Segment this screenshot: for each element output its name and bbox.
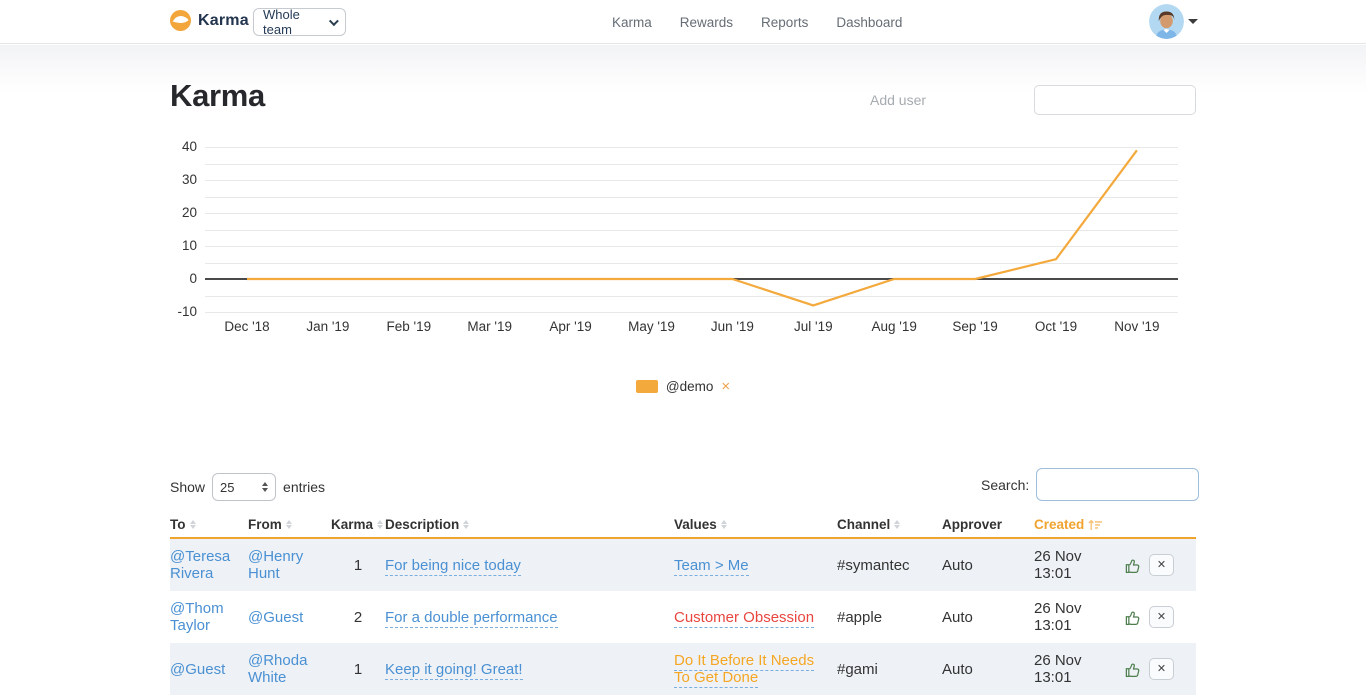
sort-icon xyxy=(285,520,292,529)
table-row: @Thom Taylor @Guest 2 For a double perfo… xyxy=(170,591,1196,643)
created-value: 26 Nov 13:01 xyxy=(1034,548,1082,582)
description-link[interactable]: For a double performance xyxy=(385,608,558,628)
table-row: @Guest @Rhoda White 1 Keep it going! Gre… xyxy=(170,643,1196,695)
add-user-label: Add user xyxy=(870,92,927,108)
brand[interactable]: Karma xyxy=(170,10,249,31)
search-label: Search: xyxy=(981,476,1030,493)
values-link[interactable]: Team > Me xyxy=(674,556,749,576)
main-nav: Karma Rewards Reports Dashboard xyxy=(612,0,902,44)
from-user-link[interactable]: @Guest xyxy=(248,608,304,626)
column-header-karma[interactable]: Karma xyxy=(331,517,385,532)
top-navbar: Karma Whole team Karma Rewards Reports D… xyxy=(0,0,1366,44)
karma-table: To From Karma Description Values Channel xyxy=(170,516,1196,695)
channel-value: #gami xyxy=(837,660,878,678)
table-row: @Teresa Rivera @Henry Hunt 1 For being n… xyxy=(170,539,1196,591)
add-user-input[interactable] xyxy=(1034,85,1196,115)
show-label: Show xyxy=(170,479,206,495)
caret-down-icon xyxy=(1188,19,1198,24)
chart-plot xyxy=(205,140,1178,320)
approver-value: Auto xyxy=(942,608,973,626)
table-header-row: To From Karma Description Values Channel xyxy=(170,516,1196,539)
karma-logo-icon xyxy=(170,10,191,31)
team-selector-value: Whole team xyxy=(263,7,300,37)
to-user-link[interactable]: @Thom Taylor xyxy=(170,600,224,634)
thumbs-up-icon[interactable] xyxy=(1124,660,1143,679)
column-header-created[interactable]: Created xyxy=(1034,517,1124,532)
column-header-description[interactable]: Description xyxy=(385,517,674,532)
remove-row-button[interactable]: ✕ xyxy=(1149,658,1174,680)
chart-y-axis: 40 30 20 10 0 -10 xyxy=(177,139,197,319)
stepper-arrows-icon xyxy=(262,482,269,492)
legend-series-label[interactable]: @demo xyxy=(665,379,714,394)
approver-value: Auto xyxy=(942,556,973,574)
search-input[interactable] xyxy=(1036,468,1200,501)
nav-link-rewards[interactable]: Rewards xyxy=(679,14,734,30)
from-user-link[interactable]: @Rhoda White xyxy=(248,652,308,686)
thumbs-up-icon[interactable] xyxy=(1124,556,1143,575)
channel-value: #symantec xyxy=(837,556,910,574)
nav-link-reports[interactable]: Reports xyxy=(761,14,809,30)
description-link[interactable]: Keep it going! Great! xyxy=(385,660,523,680)
to-user-link[interactable]: @Teresa Rivera xyxy=(170,548,231,582)
to-user-link[interactable]: @Guest xyxy=(170,660,226,678)
row-actions: ✕ xyxy=(1124,658,1195,680)
row-actions: ✕ xyxy=(1124,554,1195,576)
row-actions: ✕ xyxy=(1124,606,1195,628)
from-user-link[interactable]: @Henry Hunt xyxy=(248,548,304,582)
page-size-value: 25 xyxy=(220,479,235,495)
channel-value: #apple xyxy=(837,608,883,626)
remove-row-button[interactable]: ✕ xyxy=(1149,606,1174,628)
chart-legend: @demo × xyxy=(170,379,1196,394)
chart-x-axis: Dec '18 Jan '19 Feb '19 Mar '19 Apr '19 May '… xyxy=(224,319,1160,334)
nav-link-karma[interactable]: Karma xyxy=(612,14,652,30)
karma-value: 2 xyxy=(353,608,363,626)
approver-value: Auto xyxy=(942,660,973,678)
brand-name: Karma xyxy=(198,11,249,29)
column-header-from[interactable]: From xyxy=(248,517,331,532)
search-control: Search: xyxy=(981,468,1200,501)
column-header-to[interactable]: To xyxy=(170,517,248,532)
column-header-approver[interactable]: Approver xyxy=(942,517,1003,532)
values-link[interactable]: Do It Before It Needs To Get Done xyxy=(674,652,815,688)
page-size-select[interactable]: 25 xyxy=(212,473,277,501)
created-value: 26 Nov 13:01 xyxy=(1034,600,1082,634)
legend-swatch xyxy=(635,380,658,393)
entries-control: Show 25 entries xyxy=(170,473,325,501)
column-header-channel[interactable]: Channel xyxy=(837,517,942,532)
user-menu[interactable] xyxy=(1149,4,1198,39)
karma-value: 1 xyxy=(353,660,363,678)
description-link[interactable]: For being nice today xyxy=(385,556,521,576)
column-header-values[interactable]: Values xyxy=(674,517,837,532)
karma-value: 1 xyxy=(353,556,363,574)
team-selector[interactable]: Whole team xyxy=(253,7,346,37)
sort-icon xyxy=(377,520,384,529)
sort-icon xyxy=(463,520,470,529)
sort-icon xyxy=(189,520,196,529)
thumbs-up-icon[interactable] xyxy=(1124,608,1143,627)
sort-desc-icon xyxy=(1088,519,1103,531)
entries-label: entries xyxy=(283,479,326,495)
chevron-down-icon xyxy=(329,15,339,26)
created-value: 26 Nov 13:01 xyxy=(1034,652,1082,686)
sort-icon xyxy=(720,520,727,529)
page-title: Karma xyxy=(170,78,265,113)
avatar xyxy=(1149,4,1184,39)
sort-icon xyxy=(894,520,901,529)
legend-remove-icon[interactable]: × xyxy=(721,378,731,395)
values-link[interactable]: Customer Obsession xyxy=(674,608,815,628)
nav-link-dashboard[interactable]: Dashboard xyxy=(836,14,903,30)
remove-row-button[interactable]: ✕ xyxy=(1149,554,1174,576)
